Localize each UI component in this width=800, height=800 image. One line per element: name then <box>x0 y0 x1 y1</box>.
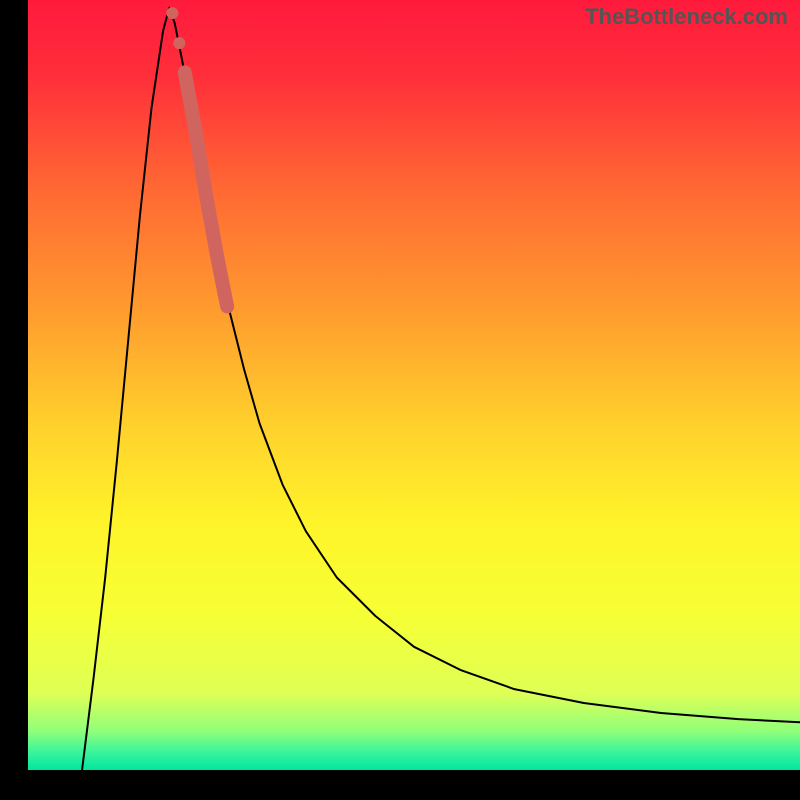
highlight-dot <box>166 7 178 19</box>
chart-container: TheBottleneck.com <box>0 0 800 800</box>
curve-overlay <box>0 0 800 800</box>
watermark-text: TheBottleneck.com <box>585 4 788 30</box>
highlight-segment <box>185 72 227 306</box>
highlight-dot <box>173 37 185 49</box>
